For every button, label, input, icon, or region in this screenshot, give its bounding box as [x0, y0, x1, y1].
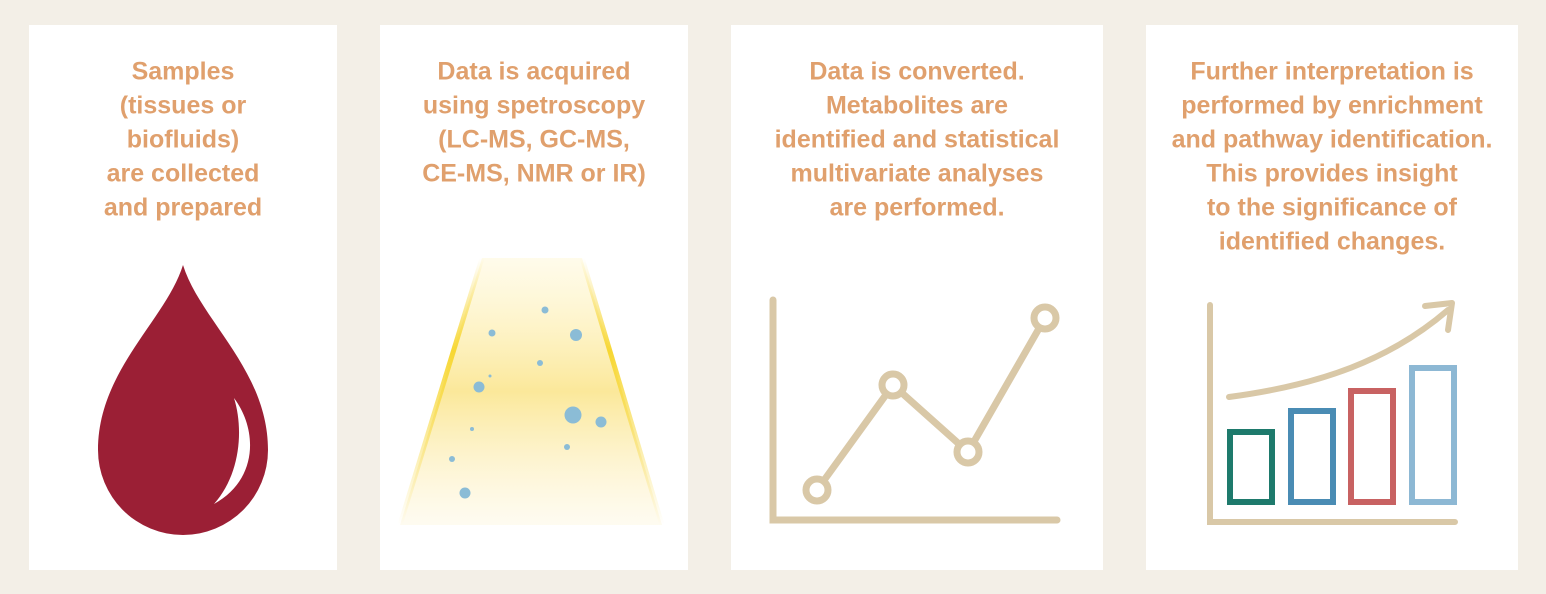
- panel-text: using spetroscopy: [423, 92, 645, 120]
- panel-text: biofluids): [127, 126, 239, 154]
- panel-text: Samples: [132, 58, 235, 86]
- panel-text: performed by enrichment: [1181, 92, 1483, 120]
- panel-text: are performed.: [829, 194, 1004, 222]
- panel-text: (tissues or: [120, 92, 247, 120]
- panel-text: (LC-MS, GC-MS,: [438, 126, 630, 154]
- panel-text: Metabolites are: [826, 92, 1008, 120]
- panel-text: CE-MS, NMR or IR): [422, 160, 646, 188]
- panel-text: Further interpretation is: [1190, 58, 1473, 86]
- panel-text: multivariate analyses: [791, 160, 1044, 188]
- panel-text: and prepared: [104, 194, 262, 222]
- panel: [731, 25, 1103, 570]
- panel-text: identified changes.: [1219, 228, 1445, 256]
- panel-text: Data is acquired: [437, 58, 630, 86]
- panel-text: are collected: [107, 160, 260, 188]
- panel-text: and pathway identification.: [1172, 126, 1493, 154]
- panel-text: This provides insight: [1206, 160, 1458, 188]
- line-graph: [769, 296, 1061, 524]
- blood-drop: [98, 265, 268, 535]
- spectroscopy-beam: [397, 257, 665, 526]
- panel-text: Data is converted.: [809, 58, 1024, 86]
- bar-graph: [1207, 300, 1458, 525]
- panel-text: identified and statistical: [775, 126, 1060, 154]
- panel-text: to the significance of: [1207, 194, 1458, 222]
